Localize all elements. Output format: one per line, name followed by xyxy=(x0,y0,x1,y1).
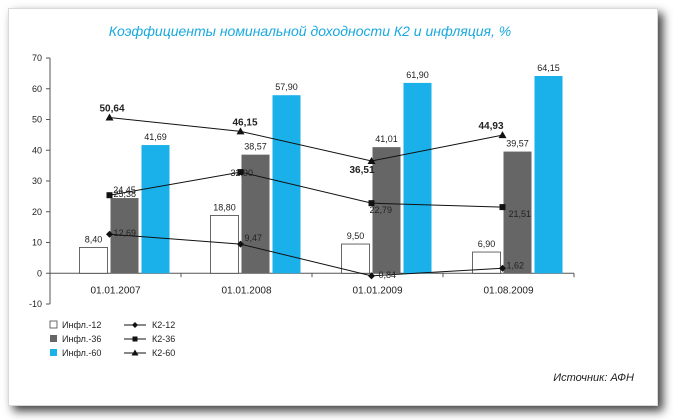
bar-value-label: 38,57 xyxy=(244,142,267,152)
bar-2 xyxy=(503,151,532,274)
line-value-label: 46,15 xyxy=(233,117,258,128)
x-category-label: 01.01.2008 xyxy=(221,285,271,296)
legend-marker-diamond xyxy=(132,322,138,328)
y-tick-label: 0 xyxy=(37,268,42,278)
bar-value-label: 41,01 xyxy=(375,134,398,144)
line-2 xyxy=(109,171,503,208)
line-value-label: 32,90 xyxy=(231,168,254,178)
line-value-label: 1,62 xyxy=(507,260,525,270)
bar-value-label: 8,40 xyxy=(85,234,103,244)
line-value-label: 9,47 xyxy=(245,233,263,243)
chart-title: Коэффициенты номинальной доходности К2 и… xyxy=(109,23,511,39)
line-point-square xyxy=(499,204,506,211)
line-value-label: 36,51 xyxy=(350,165,375,176)
line-1 xyxy=(109,233,503,277)
line-point-triangle xyxy=(498,131,507,139)
line-point-square xyxy=(106,192,113,199)
bar-value-label: 6,90 xyxy=(478,239,496,249)
source-note: Источник: АФН xyxy=(553,372,634,384)
legend-label: К2-36 xyxy=(152,334,175,344)
line-value-label: 21,51 xyxy=(509,209,532,219)
bar-3 xyxy=(403,82,432,274)
y-tick-label: 50 xyxy=(32,115,42,125)
legend-swatch xyxy=(50,335,57,342)
y-tick-label: 20 xyxy=(32,207,42,217)
line-value-label: -0,84 xyxy=(376,270,397,280)
bar-value-label: 39,57 xyxy=(506,139,529,149)
y-tick-label: 30 xyxy=(32,176,42,186)
x-category-label: 01.01.2009 xyxy=(352,285,402,296)
line-value-label: 25,38 xyxy=(114,189,137,199)
legend-swatch xyxy=(49,320,58,329)
line-value-label: 50,64 xyxy=(100,104,125,115)
bar-value-label: 9,50 xyxy=(347,231,365,241)
line-value-label: 22,79 xyxy=(370,205,393,215)
legend-label: К2-60 xyxy=(152,348,175,358)
line-point-triangle xyxy=(236,127,245,135)
legend-marker-triangle xyxy=(131,349,139,356)
x-category-label: 01.01.2007 xyxy=(90,285,140,296)
line-point-square xyxy=(237,169,244,176)
line-point-diamond xyxy=(237,240,244,248)
y-tick-label: 40 xyxy=(32,145,42,155)
bar-value-label: 41,69 xyxy=(144,132,167,142)
legend-label: Инфл.-60 xyxy=(62,348,101,358)
line-value-label: 12,69 xyxy=(114,228,137,238)
x-category-label: 01.08.2009 xyxy=(483,285,533,296)
legend-marker-square xyxy=(132,336,138,342)
bar-2 xyxy=(241,154,270,274)
bar-3 xyxy=(272,95,301,274)
line-point-triangle xyxy=(105,113,114,121)
y-tick-label: -10 xyxy=(29,299,42,309)
line-point-triangle xyxy=(367,156,376,164)
y-tick-label: 10 xyxy=(32,238,42,248)
legend-swatch xyxy=(50,349,57,356)
bar-value-label: 18,80 xyxy=(213,202,236,212)
bar-1 xyxy=(341,243,370,274)
line-value-label: 44,93 xyxy=(479,121,504,132)
bar-value-label: 57,90 xyxy=(275,82,298,92)
legend-label: Инфл.-12 xyxy=(62,320,101,330)
line-point-diamond xyxy=(106,230,113,238)
bar-1 xyxy=(79,247,108,274)
bar-3 xyxy=(534,75,563,274)
bar-value-label: 24,45 xyxy=(113,185,136,195)
bar-1 xyxy=(210,215,239,274)
y-tick-label: 70 xyxy=(32,53,42,63)
line-3 xyxy=(109,117,503,162)
bar-1 xyxy=(472,251,501,274)
legend-label: К2-12 xyxy=(152,320,175,330)
legend-label: Инфл.-36 xyxy=(62,334,101,344)
bar-3 xyxy=(141,145,170,274)
bar-2 xyxy=(372,147,401,274)
bar-value-label: 64,15 xyxy=(537,63,560,73)
line-point-diamond xyxy=(368,272,375,280)
y-tick-label: 60 xyxy=(32,84,42,94)
line-point-square xyxy=(368,200,375,207)
bar-value-label: 61,90 xyxy=(406,70,429,80)
line-point-diamond xyxy=(499,264,506,272)
